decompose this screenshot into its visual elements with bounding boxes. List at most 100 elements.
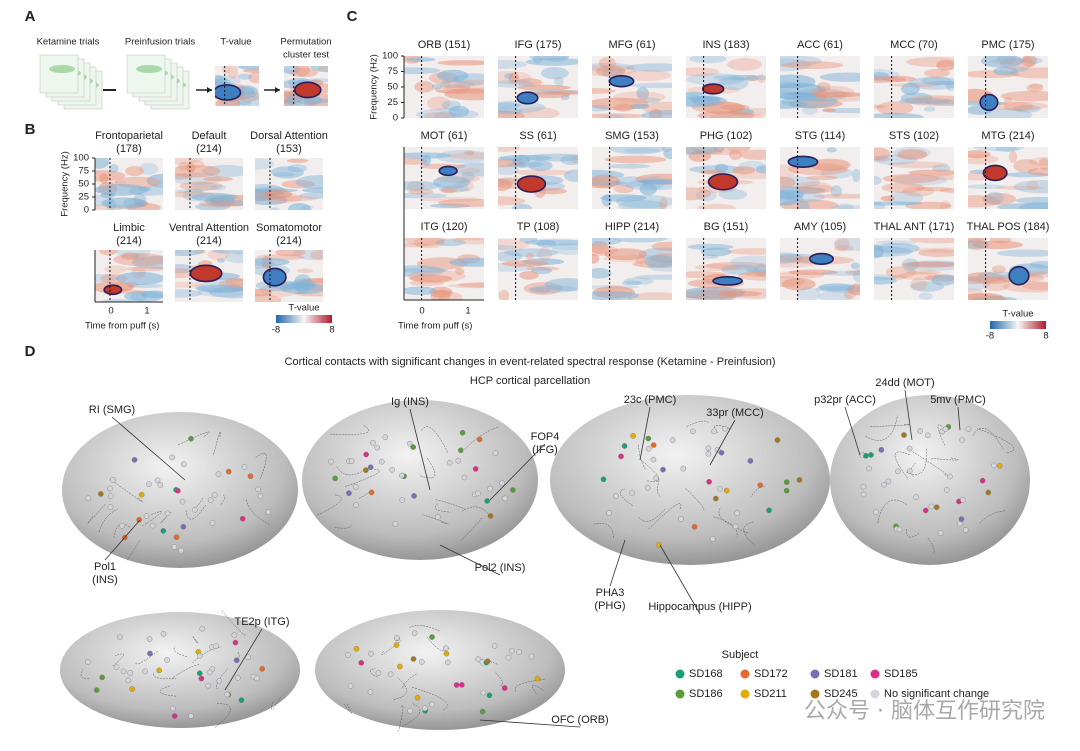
contact [419, 659, 425, 665]
heatmap-patch [834, 245, 854, 252]
heatmap-patch [404, 181, 441, 191]
heatmap [498, 238, 578, 300]
heatmap-patch [498, 196, 526, 206]
heatmap [255, 250, 323, 302]
annotation: FOP4 [531, 431, 560, 443]
heatmap-patch [643, 97, 661, 104]
legend-label: No significant change [884, 688, 989, 700]
heatmap-patch [130, 292, 148, 301]
y-axis-label: Frequency (Hz) [369, 54, 380, 119]
contact [367, 688, 374, 695]
step-label: Permutation [280, 37, 331, 48]
contact [487, 485, 493, 492]
contact [239, 515, 246, 522]
heatmap-patch [310, 66, 328, 73]
heatmap-patch [570, 155, 578, 165]
heatmap-patch [592, 268, 612, 279]
heatmap-patch [404, 238, 446, 247]
heatmap-patch [1021, 56, 1037, 68]
contact [207, 497, 214, 504]
contact [459, 429, 466, 436]
parcel-border [929, 457, 959, 461]
y-tick-label: 100 [382, 51, 398, 62]
region-title: TP (108) [517, 221, 560, 233]
contact [393, 642, 400, 648]
annotation: Ig (INS) [391, 396, 429, 408]
heatmap-patch [644, 254, 672, 268]
x-axis-label: Time from puff (s) [85, 321, 159, 332]
contact [928, 503, 935, 510]
heatmap-patch [409, 274, 453, 283]
contact [913, 494, 920, 500]
heatmap-patch [659, 197, 668, 209]
heatmap-patch [451, 162, 484, 177]
parcel-border [381, 640, 402, 655]
contact [630, 433, 636, 439]
colorbar-label: T-value [288, 303, 319, 314]
contact [147, 650, 153, 657]
contact [164, 657, 170, 663]
brain [830, 395, 1030, 565]
parcel-border [435, 499, 466, 510]
heatmap-patch [414, 81, 435, 93]
contact [600, 476, 607, 483]
heatmap-patch [1022, 282, 1048, 291]
heatmap-patch [931, 274, 954, 286]
contact [209, 520, 216, 526]
parcel-border [126, 540, 140, 561]
heatmap-patch [448, 105, 470, 118]
parcel-border [435, 503, 451, 513]
heatmap-patch [1028, 83, 1044, 89]
heatmap-patch [780, 56, 822, 67]
heatmap-patch [191, 181, 218, 191]
contact [885, 478, 892, 485]
contact [656, 542, 662, 548]
heatmap-patch [638, 247, 672, 262]
parcel-border [159, 685, 177, 697]
heatmap-patch [613, 103, 634, 112]
heatmap-patch [781, 278, 816, 291]
contact [942, 426, 949, 432]
step-label: Ketamine trials [37, 37, 100, 48]
contact [774, 437, 781, 443]
leader [104, 519, 141, 561]
heatmap [592, 147, 672, 209]
heatmap-patch [413, 238, 445, 249]
contact [453, 682, 460, 688]
contact [160, 631, 167, 637]
heatmap-bg [498, 238, 578, 300]
heatmap-patch [780, 176, 820, 189]
contact [722, 425, 728, 432]
contact [110, 477, 116, 483]
heatmap-patch [924, 68, 950, 78]
heatmap-patch [968, 154, 999, 165]
heatmap [175, 250, 243, 302]
heatmap [874, 56, 954, 118]
heatmap-patch [897, 271, 943, 281]
y-tick-label: 0 [84, 205, 89, 216]
parcel-border [464, 427, 499, 451]
contact [160, 528, 167, 534]
annotation: (IFG) [532, 444, 558, 456]
parcel-border [173, 646, 188, 657]
heatmap-patch [498, 178, 512, 191]
heatmap-patch [891, 274, 907, 280]
heatmap-patch [728, 74, 766, 81]
heatmap-patch [504, 73, 514, 80]
heatmap-patch [449, 257, 484, 267]
heatmap-patch [203, 176, 234, 182]
heatmap-patch [826, 147, 837, 153]
heatmap-patch [968, 293, 1007, 300]
heatmap-patch [968, 150, 991, 159]
y-tick-label: 25 [387, 97, 398, 108]
heatmap-patch [968, 238, 989, 250]
contact [606, 510, 612, 516]
contact [937, 530, 944, 536]
heatmap-patch [517, 84, 571, 91]
leader [957, 406, 961, 431]
heatmap-patch [592, 104, 611, 112]
heatmap-patch [612, 238, 668, 243]
contact [868, 452, 874, 458]
parcel-border [271, 697, 281, 710]
heatmap-patch [908, 76, 954, 90]
